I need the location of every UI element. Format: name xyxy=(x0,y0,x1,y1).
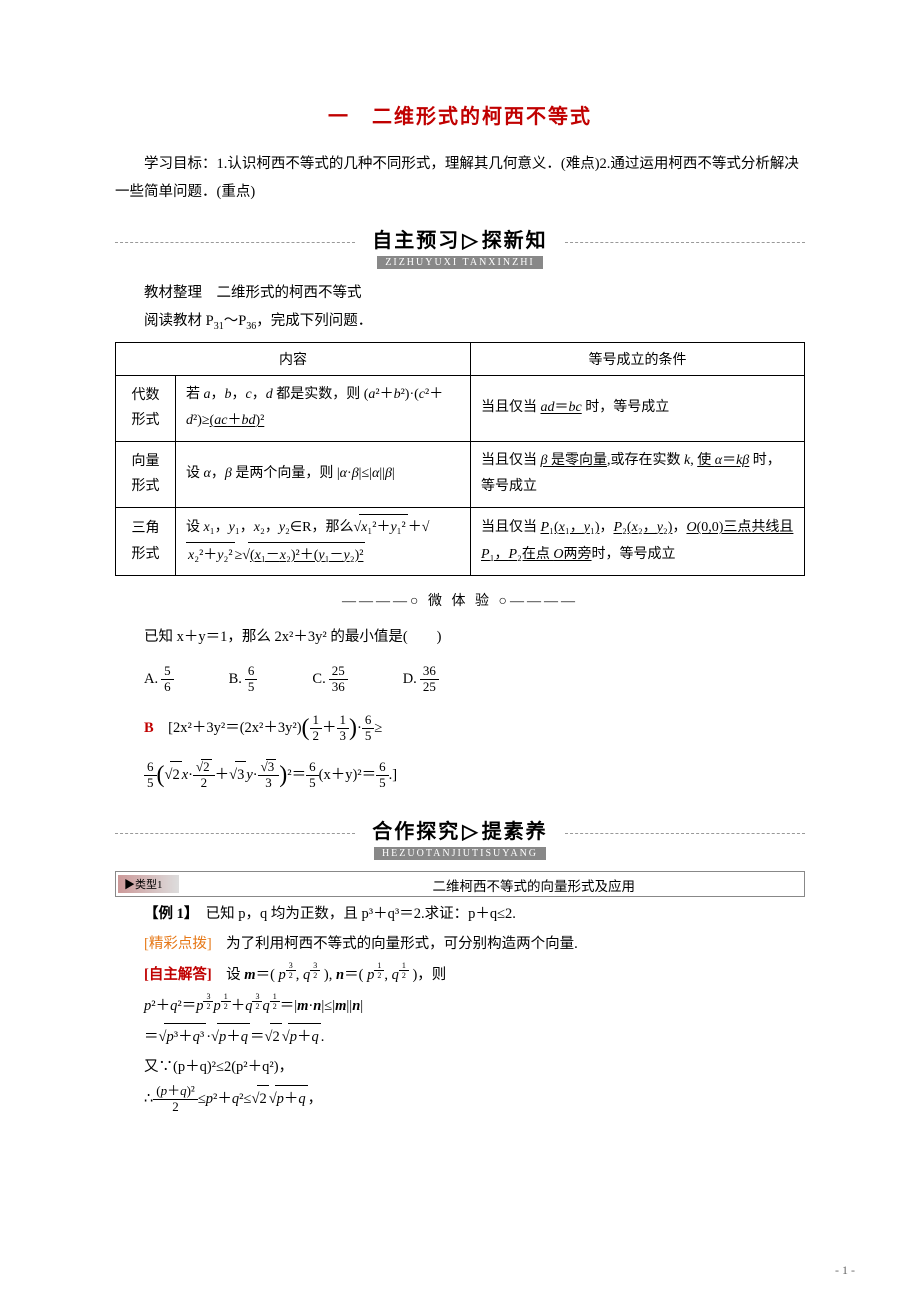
type-title: 二维柯西不等式的向量形式及应用 xyxy=(432,875,635,895)
banner2-right: 提素养 xyxy=(482,821,548,843)
learning-goals: 学习目标：1.认识柯西不等式的几种不同形式，理解其几何意义．(难点)2.通过运用… xyxy=(115,151,805,206)
banner2-pinyin: HEZUOTANJIUTISUYANG xyxy=(374,847,546,860)
banner2-left: 合作探究 xyxy=(372,821,460,843)
section-banner-1: 自主预习▷探新知 ZIZHUYUXI TANXINZHI xyxy=(115,224,805,270)
row3-content: 设 x₁，y₁，x₂，y₂∈R，那么x₁²＋y₁²＋x₂²＋y₂²≥(x₁－x₂… xyxy=(176,507,471,575)
micro-banner: ————○ 微 体 验 ○———— xyxy=(115,590,805,610)
banner1-pinyin: ZIZHUYUXI TANXINZHI xyxy=(377,256,543,269)
proof-line3: ＝p³＋q³·p＋q＝2p＋q. xyxy=(144,1023,805,1050)
example-1: 【例 1】 已知 p，q 均为正数，且 p³＋q³＝2.求证：p＋q≤2. xyxy=(144,901,805,927)
solution-line2: 65(2x·22＋3y·33)²＝65(x＋y)²＝65.] xyxy=(144,754,805,797)
page-number: - 1 - xyxy=(835,1263,855,1278)
option-a: A.56 xyxy=(144,664,174,695)
banner2-dot: ▷ xyxy=(462,821,479,843)
option-c: C.2536 xyxy=(312,664,347,695)
question: 已知 x＋y＝1，那么 2x²＋3y² 的最小值是( ) xyxy=(115,624,805,652)
option-d: D.3625 xyxy=(403,664,439,695)
proof-line2: p²＋q²＝p32p12＋q32q12＝|m·n|≤|m||n| xyxy=(144,992,805,1019)
options: A.56 B.65 C.2536 D.3625 xyxy=(144,664,805,695)
material-line1: 教材整理 二维形式的柯西不等式 xyxy=(115,280,805,308)
type-label: ▶类型1 xyxy=(118,875,179,893)
row3-form: 三角形式 xyxy=(116,507,176,575)
cauchy-table: 内容 等号成立的条件 代数形式 若 a，b，c，d 都是实数，则 (a²＋b²)… xyxy=(115,342,805,577)
selfsolve-line1: [自主解答] 设 m＝( p32, q32 ), n＝( p12, q12 )，… xyxy=(144,961,805,988)
table-row: 代数形式 若 a，b，c，d 都是实数，则 (a²＋b²)·(c²＋d²)≥(a… xyxy=(116,375,805,441)
banner1-right: 探新知 xyxy=(482,230,548,252)
row3-cond: 当且仅当 P₁(x₁，y₁)，P₂(x₂，y₂)，O(0,0)三点共线且 P₁，… xyxy=(471,507,805,575)
row1-content: 若 a，b，c，d 都是实数，则 (a²＋b²)·(c²＋d²)≥(ac＋bd)… xyxy=(176,375,471,441)
doc-title: 一 二维形式的柯西不等式 xyxy=(115,100,805,129)
section-banner-2: 合作探究▷提素养 HEZUOTANJIUTISUYANG xyxy=(115,815,805,861)
th-content: 内容 xyxy=(116,342,471,375)
table-row: 三角形式 设 x₁，y₁，x₂，y₂∈R，那么x₁²＋y₁²＋x₂²＋y₂²≥(… xyxy=(116,507,805,575)
proof-line5: ∴(p＋q)²2≤p²＋q²≤2p＋q， xyxy=(144,1084,805,1115)
row1-form: 代数形式 xyxy=(116,375,176,441)
banner1-dot: ▷ xyxy=(462,230,479,252)
hint: [精彩点拨] 为了利用柯西不等式的向量形式，可分别构造两个向量. xyxy=(144,931,805,957)
row1-cond: 当且仅当 ad＝bc 时，等号成立 xyxy=(471,375,805,441)
row2-content: 设 α，β 是两个向量，则 |α·β|≤|α||β| xyxy=(176,441,471,507)
table-row: 向量形式 设 α，β 是两个向量，则 |α·β|≤|α||β| 当且仅当 β 是… xyxy=(116,441,805,507)
proof-line4: 又∵(p＋q)²≤2(p²＋q²)， xyxy=(144,1054,805,1080)
type-box: ▶类型1 二维柯西不等式的向量形式及应用 xyxy=(115,871,805,897)
row2-cond: 当且仅当 β 是零向量,或存在实数 k, 使 α＝kβ 时，等号成立 xyxy=(471,441,805,507)
material-line2: 阅读教材 P31～P36，完成下列问题． xyxy=(115,308,805,336)
banner1-left: 自主预习 xyxy=(372,230,460,252)
option-b: B.65 xyxy=(229,664,258,695)
solution-line1: B [2x²＋3y²＝(2x²＋3y²)(12＋13)·65≥ xyxy=(144,707,805,750)
th-condition: 等号成立的条件 xyxy=(471,342,805,375)
row2-form: 向量形式 xyxy=(116,441,176,507)
